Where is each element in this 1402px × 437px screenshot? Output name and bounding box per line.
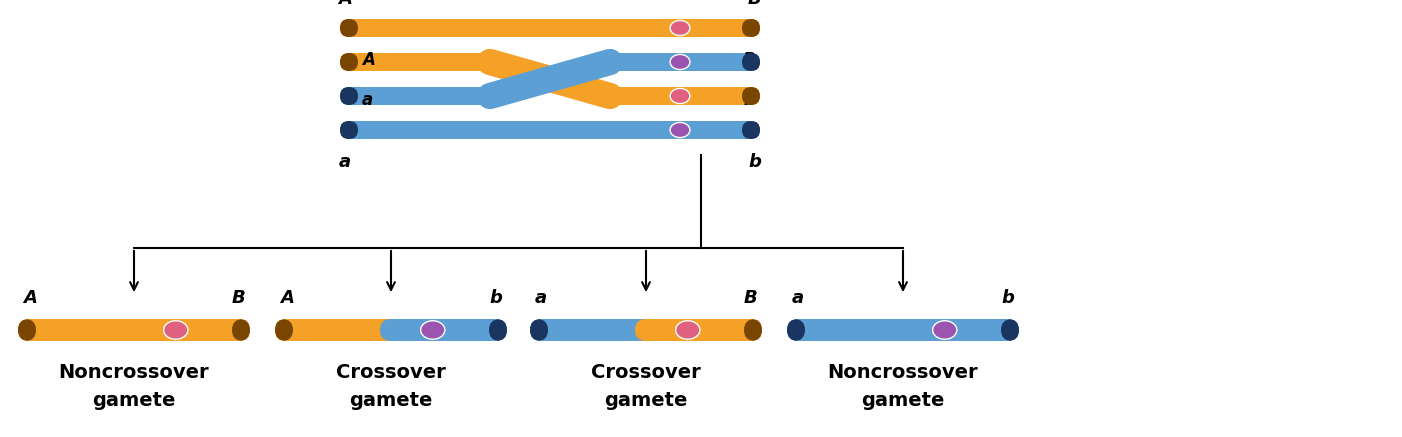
FancyBboxPatch shape [341,121,760,139]
Text: gamete: gamete [861,391,945,410]
Ellipse shape [670,21,690,35]
Text: Crossover: Crossover [336,363,446,382]
FancyBboxPatch shape [341,53,358,71]
Text: gamete: gamete [604,391,688,410]
Ellipse shape [421,321,444,339]
Text: b: b [743,90,756,109]
FancyBboxPatch shape [18,319,250,341]
Text: gamete: gamete [349,391,433,410]
Text: A: A [22,289,36,307]
FancyBboxPatch shape [635,319,763,341]
FancyBboxPatch shape [742,87,760,105]
Text: b: b [1001,289,1014,307]
Ellipse shape [670,88,690,104]
Text: Crossover: Crossover [592,363,701,382]
Text: a: a [339,153,350,171]
Text: B: B [749,0,761,8]
FancyBboxPatch shape [530,319,548,341]
FancyBboxPatch shape [1001,319,1019,341]
FancyBboxPatch shape [742,121,760,139]
Text: gamete: gamete [93,391,175,410]
FancyBboxPatch shape [341,53,491,71]
Text: A: A [280,289,294,307]
FancyBboxPatch shape [742,53,760,71]
Ellipse shape [164,321,188,339]
Text: b: b [749,153,761,171]
FancyBboxPatch shape [275,319,402,341]
FancyBboxPatch shape [18,319,36,341]
FancyBboxPatch shape [530,319,658,341]
Text: a: a [536,289,547,307]
Text: a: a [792,289,805,307]
FancyBboxPatch shape [787,319,1019,341]
FancyBboxPatch shape [380,319,508,341]
FancyBboxPatch shape [489,319,508,341]
Ellipse shape [676,321,700,339]
FancyBboxPatch shape [341,87,358,105]
Text: a: a [362,90,373,109]
Text: Noncrossover: Noncrossover [827,363,979,382]
FancyBboxPatch shape [610,53,760,71]
Text: A: A [362,51,374,69]
Ellipse shape [932,321,956,339]
FancyBboxPatch shape [341,19,358,37]
FancyBboxPatch shape [341,19,760,37]
Text: b: b [489,289,502,307]
Text: B: B [231,289,245,307]
FancyBboxPatch shape [742,19,760,37]
Text: A: A [338,0,352,8]
FancyBboxPatch shape [341,87,491,105]
FancyBboxPatch shape [610,87,760,105]
FancyBboxPatch shape [341,121,358,139]
Text: B: B [743,51,756,69]
FancyBboxPatch shape [744,319,763,341]
FancyBboxPatch shape [275,319,293,341]
Ellipse shape [670,122,690,138]
Ellipse shape [670,55,690,69]
Text: B: B [743,289,757,307]
FancyBboxPatch shape [231,319,250,341]
Text: Noncrossover: Noncrossover [59,363,209,382]
FancyBboxPatch shape [787,319,805,341]
